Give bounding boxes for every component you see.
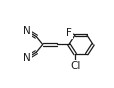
Text: N: N — [23, 26, 31, 36]
Text: N: N — [23, 53, 31, 63]
Text: Cl: Cl — [69, 61, 80, 71]
Text: F: F — [65, 28, 71, 38]
